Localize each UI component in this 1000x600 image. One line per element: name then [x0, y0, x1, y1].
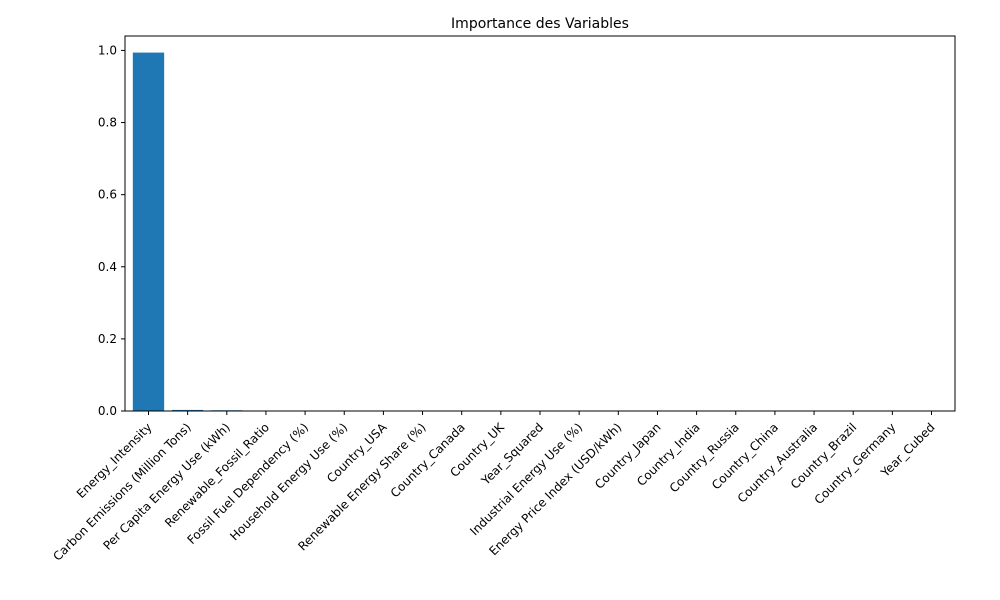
x-tick-label: Country_China: [709, 420, 781, 492]
bar-1: [171, 409, 204, 411]
y-tick-label: 0.2: [98, 332, 117, 346]
bar-0: [132, 52, 165, 411]
y-tick-label: 0.8: [98, 116, 117, 130]
y-axis: 0.0 0.2 0.4 0.6 0.8 1.0: [98, 43, 125, 418]
bars-group: [132, 52, 634, 411]
x-tick-label: Country_Russia: [667, 420, 742, 495]
chart-title: Importance des Variables: [451, 16, 629, 32]
y-tick-label: 0.4: [98, 260, 117, 274]
y-tick-label: 1.0: [98, 43, 117, 57]
y-tick-label: 0.6: [98, 188, 117, 202]
plot-frame: [124, 35, 956, 412]
y-tick-label: 0.0: [98, 404, 117, 418]
